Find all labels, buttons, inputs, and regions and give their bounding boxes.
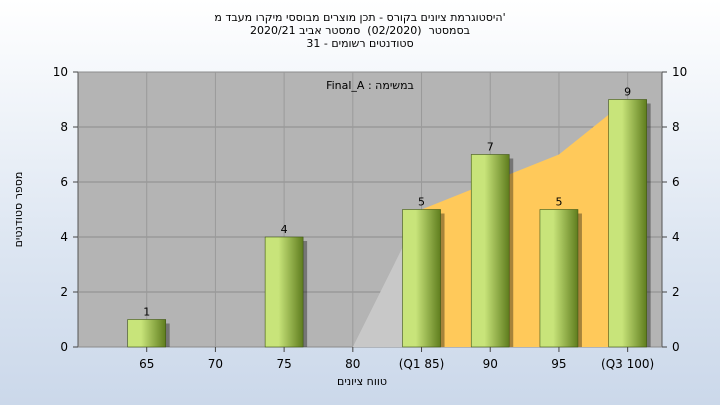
y-tick-label-left: 2 bbox=[60, 285, 68, 299]
x-tick-label: 75 bbox=[276, 357, 291, 371]
bar bbox=[539, 209, 579, 348]
y-tick-label-left: 4 bbox=[60, 230, 68, 244]
bar-value-label: 1 bbox=[143, 306, 150, 319]
x-tick-label: 95 bbox=[551, 357, 566, 371]
chart-annotation: Final_A : במשימה bbox=[326, 79, 414, 92]
x-tick-label: (Q1 85) bbox=[399, 357, 445, 371]
x-tick-label: 90 bbox=[483, 357, 498, 371]
x-tick-label: 65 bbox=[139, 357, 154, 371]
y-tick-label-right: 10 bbox=[672, 65, 687, 79]
chart-title-line-2: בסמסטר (02/2020) סמסטר אביב 2020/21 bbox=[249, 24, 471, 37]
y-tick-label-left: 6 bbox=[60, 175, 68, 189]
x-tick-label: (Q3 100) bbox=[601, 357, 654, 371]
y-tick-label-left: 0 bbox=[60, 340, 68, 354]
y-tick-label-right: 0 bbox=[672, 340, 680, 354]
y-tick-label-left: 8 bbox=[60, 120, 68, 134]
x-tick-label: 80 bbox=[345, 357, 360, 371]
bar-value-label: 7 bbox=[487, 141, 494, 154]
bar bbox=[608, 99, 647, 348]
bar-value-label: 9 bbox=[624, 86, 631, 99]
chart-title-line-3: סטודנטים רשומים - 31 bbox=[306, 37, 414, 50]
y-tick-label-right: 4 bbox=[672, 230, 680, 244]
y-tick-label-right: 6 bbox=[672, 175, 680, 189]
y-axis-label: מספר סטודנטים bbox=[12, 172, 25, 248]
bar-value-label: 5 bbox=[555, 196, 562, 209]
y-tick-label-right: 2 bbox=[672, 285, 680, 299]
bar-value-label: 4 bbox=[281, 223, 288, 236]
bar-value-label: 5 bbox=[418, 196, 425, 209]
bar bbox=[470, 154, 510, 348]
bar bbox=[402, 209, 441, 348]
y-tick-label-right: 8 bbox=[672, 120, 680, 134]
x-tick-label: 70 bbox=[208, 357, 223, 371]
bar bbox=[127, 319, 167, 348]
bar bbox=[264, 236, 304, 348]
x-axis-label: טווח ציונים bbox=[337, 375, 387, 388]
y-tick-label-left: 10 bbox=[53, 65, 68, 79]
chart-title-line-1: היסטוגרמת ציונים בקורס - תכן מוצרים מבוס… bbox=[214, 11, 506, 24]
